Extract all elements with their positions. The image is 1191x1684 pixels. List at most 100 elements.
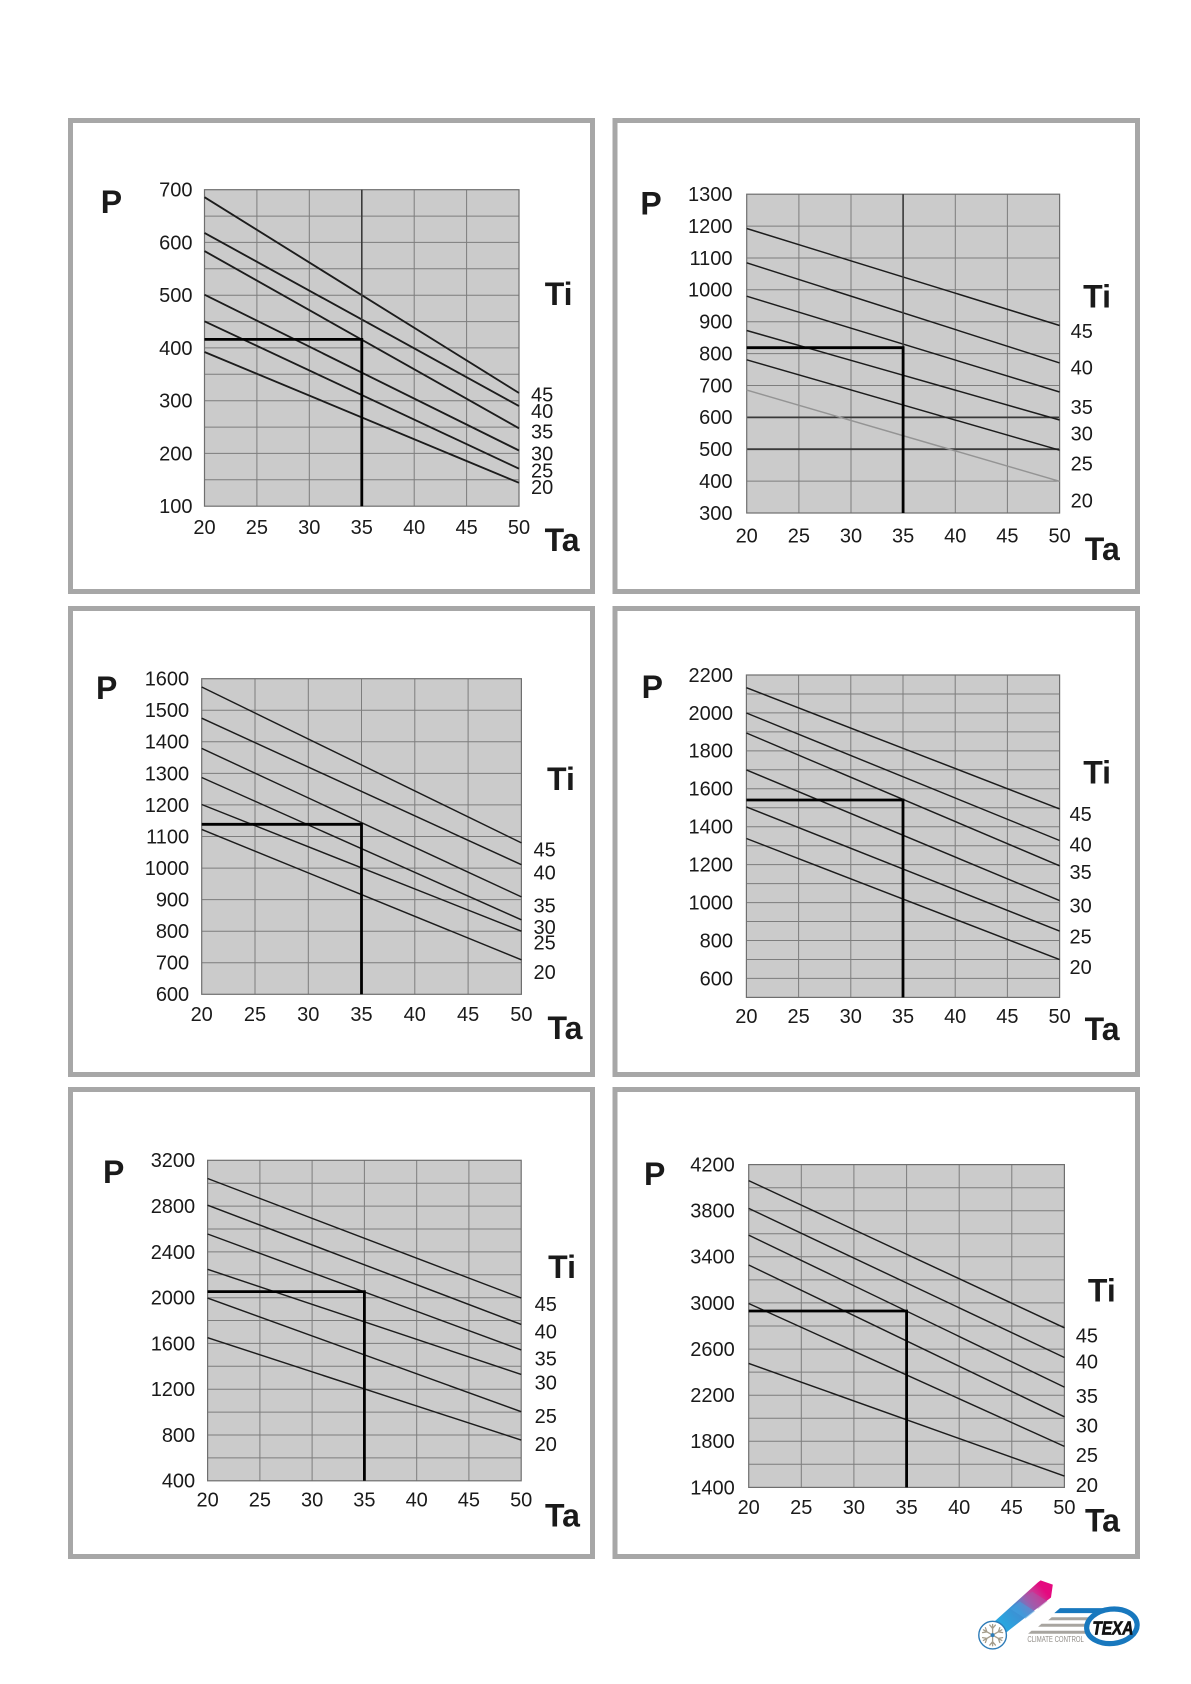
svg-text:20: 20 [735,1006,757,1028]
svg-text:45: 45 [534,840,556,862]
svg-text:35: 35 [535,1348,557,1370]
svg-text:25: 25 [1071,454,1093,476]
svg-text:1000: 1000 [145,858,190,880]
svg-text:40: 40 [534,862,556,884]
svg-text:45: 45 [996,1006,1018,1028]
svg-text:40: 40 [531,401,553,423]
svg-text:800: 800 [162,1425,195,1447]
svg-text:3000: 3000 [690,1293,735,1315]
svg-text:25: 25 [249,1490,271,1512]
svg-text:30: 30 [531,444,553,466]
svg-text:1200: 1200 [151,1379,196,1401]
svg-text:30: 30 [297,1004,319,1026]
svg-text:35: 35 [534,896,556,918]
svg-text:25: 25 [787,1006,809,1028]
svg-text:40: 40 [1070,835,1092,857]
svg-text:400: 400 [162,1471,195,1493]
svg-text:40: 40 [406,1490,428,1512]
svg-text:45: 45 [1076,1325,1098,1347]
svg-text:35: 35 [892,1006,914,1028]
svg-text:40: 40 [535,1321,557,1343]
svg-text:100: 100 [159,496,192,518]
svg-text:2800: 2800 [151,1196,196,1218]
svg-text:2200: 2200 [690,1385,735,1407]
svg-text:Ti: Ti [1083,754,1111,790]
svg-text:CLIMATE CONTROL: CLIMATE CONTROL [1027,1635,1084,1644]
svg-text:2000: 2000 [689,703,734,725]
svg-text:Ta: Ta [545,522,580,558]
svg-text:45: 45 [458,1490,480,1512]
svg-text:20: 20 [193,517,215,539]
svg-text:700: 700 [156,953,189,975]
svg-text:45: 45 [1071,321,1093,343]
svg-text:45: 45 [535,1294,557,1316]
svg-text:P: P [640,185,661,221]
svg-text:35: 35 [1070,862,1092,884]
svg-text:35: 35 [350,1004,372,1026]
svg-text:1600: 1600 [151,1333,196,1355]
svg-text:25: 25 [244,1004,266,1026]
svg-text:25: 25 [535,1406,557,1428]
svg-text:30: 30 [1070,896,1092,918]
svg-text:900: 900 [156,890,189,912]
svg-text:1600: 1600 [689,779,734,801]
svg-text:1600: 1600 [145,669,190,691]
svg-text:800: 800 [156,921,189,943]
svg-text:1000: 1000 [689,893,734,915]
svg-text:25: 25 [1070,926,1092,948]
svg-text:1100: 1100 [689,248,732,270]
svg-text:35: 35 [1071,397,1093,419]
svg-text:600: 600 [699,407,732,429]
svg-text:25: 25 [246,517,268,539]
svg-text:30: 30 [298,517,320,539]
svg-text:500: 500 [699,439,732,461]
svg-text:20: 20 [535,1434,557,1456]
svg-text:45: 45 [1001,1497,1023,1519]
svg-text:30: 30 [534,917,556,939]
svg-text:50: 50 [510,1490,532,1512]
svg-text:40: 40 [948,1497,970,1519]
svg-text:50: 50 [510,1004,532,1026]
svg-text:35: 35 [1076,1386,1098,1408]
svg-text:700: 700 [699,375,732,397]
svg-text:25: 25 [788,526,810,548]
svg-text:40: 40 [944,526,966,548]
svg-text:30: 30 [1076,1416,1098,1438]
svg-text:30: 30 [840,1006,862,1028]
svg-text:35: 35 [351,517,373,539]
svg-text:Ti: Ti [1088,1273,1116,1309]
svg-text:50: 50 [1053,1497,1075,1519]
svg-text:1200: 1200 [689,855,734,877]
svg-text:P: P [101,184,122,220]
svg-text:TEXA: TEXA [1092,1619,1133,1639]
svg-text:400: 400 [699,471,732,493]
svg-text:300: 300 [159,391,192,413]
svg-text:500: 500 [159,285,192,307]
svg-text:1400: 1400 [690,1477,735,1499]
svg-text:25: 25 [531,461,553,483]
svg-text:P: P [103,1154,124,1190]
svg-text:40: 40 [404,1004,426,1026]
svg-text:20: 20 [196,1490,218,1512]
svg-text:20: 20 [191,1004,213,1026]
svg-text:40: 40 [403,517,425,539]
svg-text:1800: 1800 [689,741,734,763]
svg-text:1300: 1300 [688,184,733,206]
svg-text:30: 30 [1071,424,1093,446]
svg-text:1300: 1300 [145,763,190,785]
svg-text:45: 45 [996,526,1018,548]
svg-text:200: 200 [159,443,192,465]
svg-text:20: 20 [1071,491,1093,513]
svg-text:300: 300 [699,503,732,525]
svg-text:Ti: Ti [1083,279,1111,315]
svg-text:Ta: Ta [1085,1502,1120,1538]
svg-text:1500: 1500 [145,700,190,722]
svg-text:3200: 3200 [151,1150,196,1172]
svg-text:1100: 1100 [146,826,189,848]
svg-text:20: 20 [534,962,556,984]
svg-text:35: 35 [892,526,914,548]
svg-text:30: 30 [535,1373,557,1395]
svg-text:45: 45 [455,517,477,539]
svg-text:20: 20 [1076,1475,1098,1497]
svg-text:900: 900 [699,312,732,334]
